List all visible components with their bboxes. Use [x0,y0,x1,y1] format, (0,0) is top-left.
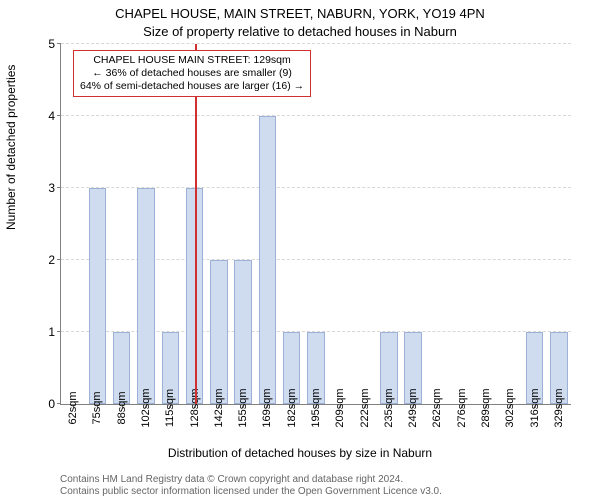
xtick-label: 302sqm [504,388,516,427]
info-line: CHAPEL HOUSE MAIN STREET: 129sqm [80,54,304,67]
xtick-label: 62sqm [67,391,79,424]
property-marker-line [195,44,197,404]
x-axis-label: Distribution of detached houses by size … [0,446,600,460]
ytick-label: 5 [48,37,55,51]
ytick-mark [57,331,61,332]
xtick-label: 262sqm [431,388,443,427]
info-line: ← 36% of detached houses are smaller (9) [80,67,304,80]
xtick-label: 169sqm [261,388,273,427]
xtick-label: 75sqm [91,391,103,424]
xtick-label: 102sqm [140,388,152,427]
ytick-mark [57,115,61,116]
chart-title-line1: CHAPEL HOUSE, MAIN STREET, NABURN, YORK,… [0,6,600,21]
xtick-label: 249sqm [407,388,419,427]
gridline [61,115,571,116]
histogram-bar [234,260,251,404]
xtick-label: 222sqm [359,388,371,427]
ytick-mark [57,43,61,44]
histogram-bar [259,116,276,404]
xtick-label: 142sqm [213,388,225,427]
ytick-mark [57,403,61,404]
xtick-label: 195sqm [310,388,322,427]
xtick-label: 88sqm [116,391,128,424]
y-axis-label: Number of detached properties [4,65,18,230]
histogram-bar [210,260,227,404]
ytick-mark [57,259,61,260]
xtick-label: 182sqm [286,388,298,427]
chart-container: CHAPEL HOUSE, MAIN STREET, NABURN, YORK,… [0,0,600,500]
xtick-label: 155sqm [237,388,249,427]
property-info-box: CHAPEL HOUSE MAIN STREET: 129sqm← 36% of… [73,50,311,97]
ytick-label: 0 [48,397,55,411]
ytick-label: 4 [48,109,55,123]
histogram-bar [137,188,154,404]
footer-line2: Contains public sector information licen… [60,486,442,497]
xtick-label: 235sqm [383,388,395,427]
footer-line1: Contains HM Land Registry data © Crown c… [60,474,403,485]
ytick-label: 2 [48,253,55,267]
xtick-label: 276sqm [456,388,468,427]
gridline [61,43,571,44]
chart-title-line2: Size of property relative to detached ho… [0,24,600,39]
plot-area: 01234562sqm75sqm88sqm102sqm115sqm128sqm1… [60,44,571,405]
histogram-bar [89,188,106,404]
info-line: 64% of semi-detached houses are larger (… [80,80,304,93]
ytick-label: 1 [48,325,55,339]
xtick-label: 329sqm [553,388,565,427]
xtick-label: 209sqm [334,388,346,427]
xtick-label: 289sqm [480,388,492,427]
xtick-label: 316sqm [529,388,541,427]
ytick-mark [57,187,61,188]
xtick-label: 115sqm [164,389,176,427]
ytick-label: 3 [48,181,55,195]
